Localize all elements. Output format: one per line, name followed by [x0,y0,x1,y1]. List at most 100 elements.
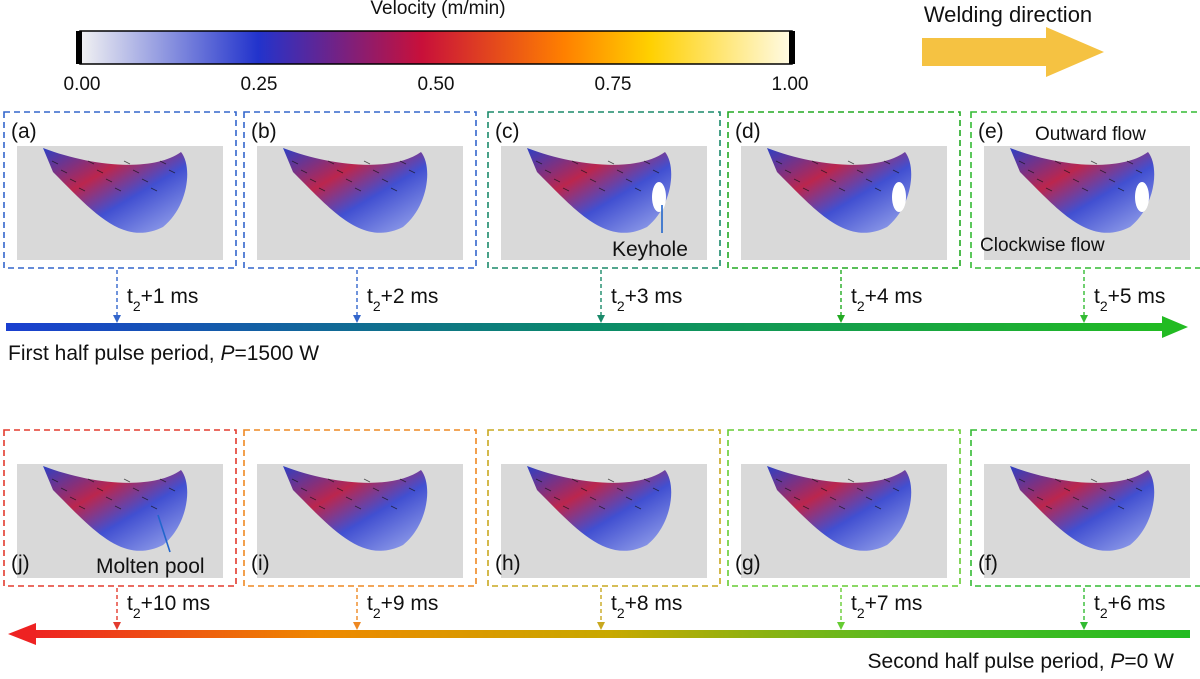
time-marker-head [837,622,845,630]
panel-frame [970,429,1200,587]
velocity-vector [327,160,335,165]
time-offset: +4 ms [865,285,923,308]
colorbar-gradient [79,30,793,65]
time-label: t2+3 ms [611,285,682,314]
velocity-vector [363,478,371,483]
molten-pool-label: Molten pool [96,555,205,578]
velocity-vector [78,505,86,510]
velocity-vector [598,187,606,192]
welding-direction-arrow [922,27,1104,77]
velocity-vector [1063,487,1071,492]
time-offset: +5 ms [1108,285,1166,308]
velocity-vector [318,187,326,192]
velocity-vector [856,487,864,492]
time-prefix: t [367,285,373,308]
outward-flow-label: Outward flow [1035,124,1146,145]
panel-label: (h) [495,552,521,575]
molten-pool-shape [767,466,912,551]
top-caption-symbol: P [220,342,235,365]
velocity-vector [291,160,299,165]
velocity-vector [1027,169,1035,174]
velocity-vector [123,478,131,483]
top-panel: (c) [487,111,721,269]
panel-label: (e) [978,120,1004,143]
velocity-vector [60,487,68,492]
panel-frame [727,111,961,269]
velocity-vector [829,178,837,183]
panel-frame [727,429,961,587]
time-marker-head [353,622,361,630]
velocity-vector [838,187,846,192]
panel-frame [243,111,477,269]
velocity-vector [580,487,588,492]
velocity-vector [793,178,801,183]
time-subscript: 2 [857,298,865,314]
panel-frame [3,111,237,269]
velocity-vector [1135,169,1143,174]
velocity-vector [336,169,344,174]
velocity-vector [571,160,579,165]
panel-frame [3,429,237,587]
top-caption-text: First half pulse period, [8,342,221,365]
panel-frame [487,429,721,587]
bottom-panel: (g) [727,429,961,587]
time-prefix: t [127,592,133,615]
velocity-vector [775,160,783,165]
colorbar-tick-label: 0.25 [241,74,278,95]
time-subscript: 2 [373,298,381,314]
molten-pool-shape [43,466,188,551]
molten-pool-shape [283,466,428,551]
velocity-vector [634,505,642,510]
velocity-vector [643,478,651,483]
velocity-vector [87,478,95,483]
colorbar-tick-label: 0.75 [595,74,632,95]
velocity-vector [607,160,615,165]
velocity-vector [105,496,113,501]
velocity-vector [372,487,380,492]
velocity-vector [336,487,344,492]
panel-frame [487,111,721,269]
velocity-vector [390,505,398,510]
velocity-vectors [535,160,660,192]
timeline-bar [6,323,1166,331]
velocity-vector [811,160,819,165]
time-prefix: t [611,592,617,615]
velocity-vector [1117,187,1125,192]
velocity-vector [1126,478,1134,483]
velocity-vector [309,178,317,183]
velocity-vector [544,169,552,174]
velocity-vector [1018,160,1026,165]
bottom-panel: (f) [970,429,1200,587]
bottom-panel: (j) [3,429,237,587]
velocity-vector [829,496,837,501]
time-marker-head [1080,622,1088,630]
velocity-vector [580,169,588,174]
velocity-vector [372,169,380,174]
time-offset: +10 ms [141,592,210,615]
velocity-vector [78,187,86,192]
velocity-vector [51,478,59,483]
velocity-vector [553,496,561,501]
velocity-vectors [51,160,176,192]
velocity-vector [114,187,122,192]
velocity-vector [327,478,335,483]
velocity-vectors [291,478,416,510]
velocity-vector [381,178,389,183]
velocity-vector [874,187,882,192]
velocity-vector [607,478,615,483]
velocity-vector [1054,478,1062,483]
velocity-vector [96,487,104,492]
velocity-vector [1135,487,1143,492]
velocity-vector [123,160,131,165]
velocity-vector [625,178,633,183]
velocity-vector [132,169,140,174]
velocity-vector [562,505,570,510]
velocity-vector [1027,487,1035,492]
velocity-vector [114,505,122,510]
velocity-vector [96,169,104,174]
time-label: t2+10 ms [127,592,210,621]
velocity-vector [535,160,543,165]
time-label: t2+5 ms [1094,285,1165,314]
molten-pool-shape [767,148,912,233]
